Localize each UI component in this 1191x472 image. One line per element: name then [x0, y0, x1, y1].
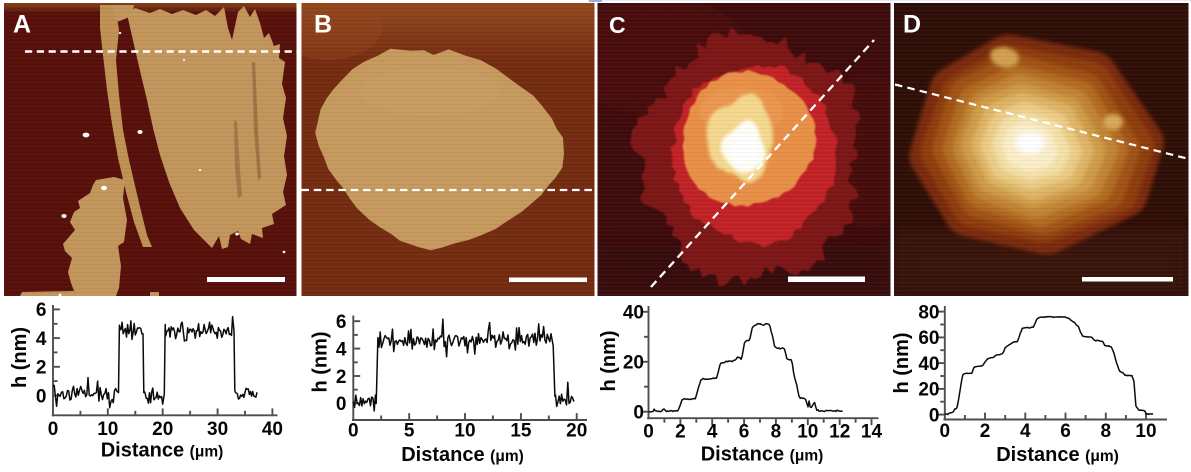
svg-text:C: C: [609, 12, 626, 38]
svg-text:h (nm): h (nm): [310, 331, 332, 392]
svg-text:2: 2: [336, 367, 347, 388]
svg-text:6: 6: [36, 300, 47, 321]
svg-text:2: 2: [675, 422, 686, 443]
svg-text:6: 6: [1060, 421, 1071, 442]
svg-text:14: 14: [861, 422, 883, 443]
svg-text:10: 10: [1135, 421, 1156, 442]
svg-text:80: 80: [918, 302, 939, 323]
svg-text:6: 6: [739, 422, 750, 443]
svg-text:8: 8: [1101, 421, 1112, 442]
svg-text:Distance (μm): Distance (μm): [996, 444, 1119, 466]
svg-text:0: 0: [633, 403, 644, 424]
svg-text:4: 4: [1020, 421, 1031, 442]
svg-text:15: 15: [510, 421, 532, 442]
svg-text:30: 30: [207, 419, 228, 440]
svg-text:0: 0: [643, 422, 654, 443]
svg-text:6: 6: [336, 312, 347, 333]
svg-text:40: 40: [918, 354, 939, 375]
svg-text:h (nm): h (nm): [9, 327, 31, 388]
svg-text:40: 40: [623, 303, 644, 324]
svg-text:h (nm): h (nm): [891, 332, 913, 393]
svg-text:20: 20: [152, 419, 173, 440]
svg-text:Distance (μm): Distance (μm): [101, 440, 224, 462]
svg-text:0: 0: [929, 405, 940, 426]
svg-text:20: 20: [623, 353, 644, 374]
svg-text:Distance (μm): Distance (μm): [401, 444, 524, 466]
svg-text:B: B: [314, 11, 332, 39]
svg-text:4: 4: [36, 329, 47, 350]
svg-text:0: 0: [336, 394, 347, 415]
svg-text:D: D: [903, 11, 921, 39]
svg-text:4: 4: [707, 422, 718, 443]
svg-text:0: 0: [940, 421, 951, 442]
svg-text:h (nm): h (nm): [598, 330, 620, 391]
svg-text:5: 5: [404, 421, 415, 442]
svg-text:8: 8: [771, 422, 782, 443]
svg-text:40: 40: [262, 419, 283, 440]
svg-text:10: 10: [797, 422, 818, 443]
svg-text:2: 2: [980, 421, 991, 442]
svg-text:0: 0: [36, 386, 47, 407]
svg-text:A: A: [13, 11, 31, 39]
svg-text:12: 12: [829, 422, 850, 443]
svg-text:2: 2: [36, 358, 47, 379]
svg-text:Distance (μm): Distance (μm): [701, 444, 824, 466]
svg-text:4: 4: [336, 339, 347, 360]
svg-text:0: 0: [348, 421, 359, 442]
svg-text:20: 20: [566, 421, 587, 442]
svg-text:0: 0: [48, 419, 59, 440]
svg-text:20: 20: [918, 380, 939, 401]
svg-text:10: 10: [97, 419, 118, 440]
svg-text:60: 60: [918, 328, 939, 349]
svg-text:10: 10: [454, 421, 475, 442]
